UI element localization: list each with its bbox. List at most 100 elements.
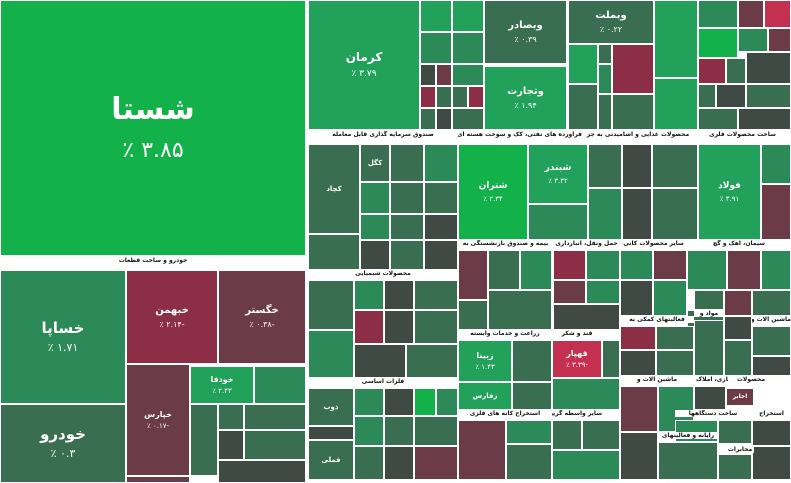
treemap-block: [354, 446, 384, 480]
treemap-tile[interactable]: زبینا ۱.۴۳ ٪: [458, 340, 512, 382]
tile-symbol: وتجارت: [507, 85, 544, 97]
treemap-block: [390, 182, 424, 214]
treemap-block: [752, 446, 791, 480]
treemap-tile[interactable]: فولاد ۳.۹۱ ٪: [698, 144, 761, 240]
treemap-block: [602, 340, 620, 378]
tile-symbol: کگل: [367, 158, 383, 167]
treemap-block: [653, 280, 687, 316]
tile-change: -۰.۱۷ ٪: [146, 422, 170, 431]
sector-label: قند و شکر: [552, 330, 602, 337]
treemap-block: [716, 84, 746, 108]
treemap-block: [653, 250, 687, 280]
treemap-block: [656, 326, 694, 350]
tile-change: ۳.۳۲ ٪: [548, 176, 568, 185]
tile-change: ۲.۳۴ ٪: [483, 194, 503, 203]
treemap-block: [424, 214, 458, 240]
sector-label: فعالیتهای کمکی به: [620, 316, 694, 323]
tile-symbol: خساپا: [41, 318, 85, 337]
treemap-block: [724, 316, 752, 340]
treemap-block: [354, 388, 384, 416]
treemap-block: [620, 386, 658, 432]
treemap-block: [512, 340, 552, 382]
treemap-tile[interactable]: وبصادر ۰.۳۹ ٪: [484, 0, 567, 64]
treemap-block: [420, 64, 436, 86]
treemap-block: [588, 144, 622, 188]
tile-symbol: خودفا: [210, 374, 234, 384]
treemap-block: [458, 420, 506, 480]
treemap-block: [308, 426, 354, 440]
treemap-tile[interactable]: قهپار -۳.۳۹ ٪: [552, 340, 602, 378]
sector-label: ساخت محصولات فلزی: [694, 131, 791, 138]
treemap-block: [598, 64, 612, 94]
treemap-block: [598, 94, 612, 130]
tile-change: ۰.۲۲ ٪: [599, 25, 623, 35]
treemap-block: [654, 78, 698, 130]
tile-change: ۰.۳۹ ٪: [514, 35, 537, 45]
sector-label: ماشین آلات و: [620, 376, 694, 383]
treemap-tile[interactable]: کچاد: [308, 144, 360, 234]
treemap-block: [360, 240, 390, 270]
tile-symbol: کرمان: [345, 49, 383, 64]
treemap-block: [746, 52, 791, 84]
sector-label: محصولات: [728, 376, 774, 383]
sector-label: استخراج: [752, 410, 791, 417]
sector-label: فلزات اساسی: [308, 378, 458, 385]
treemap-block: [761, 184, 791, 240]
tile-symbol: خگستر: [245, 304, 279, 316]
tile-symbol: وبملت: [595, 9, 627, 21]
treemap-block: [254, 366, 306, 404]
treemap-tile[interactable]: اخابر: [726, 388, 754, 406]
tile-change: ۳.۹۱ ٪: [719, 194, 740, 203]
treemap-tile[interactable]: خساپا ۱.۷۱ ٪: [0, 270, 126, 404]
treemap-block: [724, 340, 752, 376]
treemap-block: [424, 182, 458, 214]
treemap-tile[interactable]: خودرو ۰.۳ ٪: [0, 404, 126, 483]
treemap-block: [620, 432, 658, 480]
treemap-tile[interactable]: زفارس: [458, 382, 512, 410]
treemap-block: [622, 144, 652, 188]
treemap-block: [656, 350, 694, 376]
tile-change: ۰.۳ ٪: [50, 447, 76, 461]
treemap-tile[interactable]: خودفا ۲.۴۳ ٪: [190, 366, 254, 404]
treemap-block: [752, 356, 791, 376]
treemap-block: [414, 446, 458, 480]
treemap-block: [687, 250, 727, 290]
treemap-block: [468, 86, 484, 108]
treemap-block: [553, 280, 586, 304]
treemap-block: [384, 388, 414, 416]
treemap-block: [658, 442, 718, 480]
treemap-tile[interactable]: ذوب: [308, 388, 354, 426]
treemap-tile[interactable]: شبندر ۳.۳۲ ٪: [528, 144, 588, 204]
treemap-block: [694, 320, 724, 376]
treemap-block: [420, 32, 452, 64]
treemap-tile[interactable]: کگل: [360, 144, 390, 182]
treemap-block: [724, 290, 752, 316]
treemap-tile[interactable]: خبهمن -۲.۱۴ ٪: [126, 270, 218, 364]
treemap-tile[interactable]: خپارس -۰.۱۷ ٪: [126, 364, 190, 476]
treemap-tile[interactable]: وبملت ۰.۲۲ ٪: [568, 0, 654, 44]
sector-label: حمل ونقل، انبارداری: [553, 240, 620, 247]
treemap-tile[interactable]: فملی: [308, 440, 354, 480]
tile-symbol: خودرو: [40, 425, 86, 444]
treemap-block: [506, 444, 552, 480]
treemap-block: [406, 344, 458, 378]
treemap-tile[interactable]: شستا ۳.۸۵ ٪: [0, 0, 306, 256]
treemap-block: [764, 0, 791, 28]
treemap-block: [752, 290, 791, 316]
treemap-block: [306, 0, 308, 256]
treemap-tile[interactable]: کرمان ۳.۷۹ ٪: [308, 0, 420, 130]
treemap-tile[interactable]: شتران ۲.۳۴ ٪: [458, 144, 528, 240]
treemap-block: [552, 378, 620, 410]
treemap-tile[interactable]: وتجارت ۱.۹۴ ٪: [484, 66, 567, 130]
treemap-tile[interactable]: خگستر -۰.۳۸ ٪: [218, 270, 306, 364]
treemap-block: [752, 420, 791, 446]
treemap-block: [384, 310, 414, 344]
treemap-block: [694, 290, 724, 310]
sector-label: سایر واسطه گریهای مالی: [552, 410, 602, 417]
treemap-block: [414, 416, 458, 446]
treemap-block: [718, 454, 752, 480]
treemap-block: [620, 250, 653, 280]
sector-label: بیمه و صندوق بازنشستگی به: [458, 240, 553, 247]
treemap-block: [384, 446, 414, 480]
treemap-block: [654, 0, 698, 78]
